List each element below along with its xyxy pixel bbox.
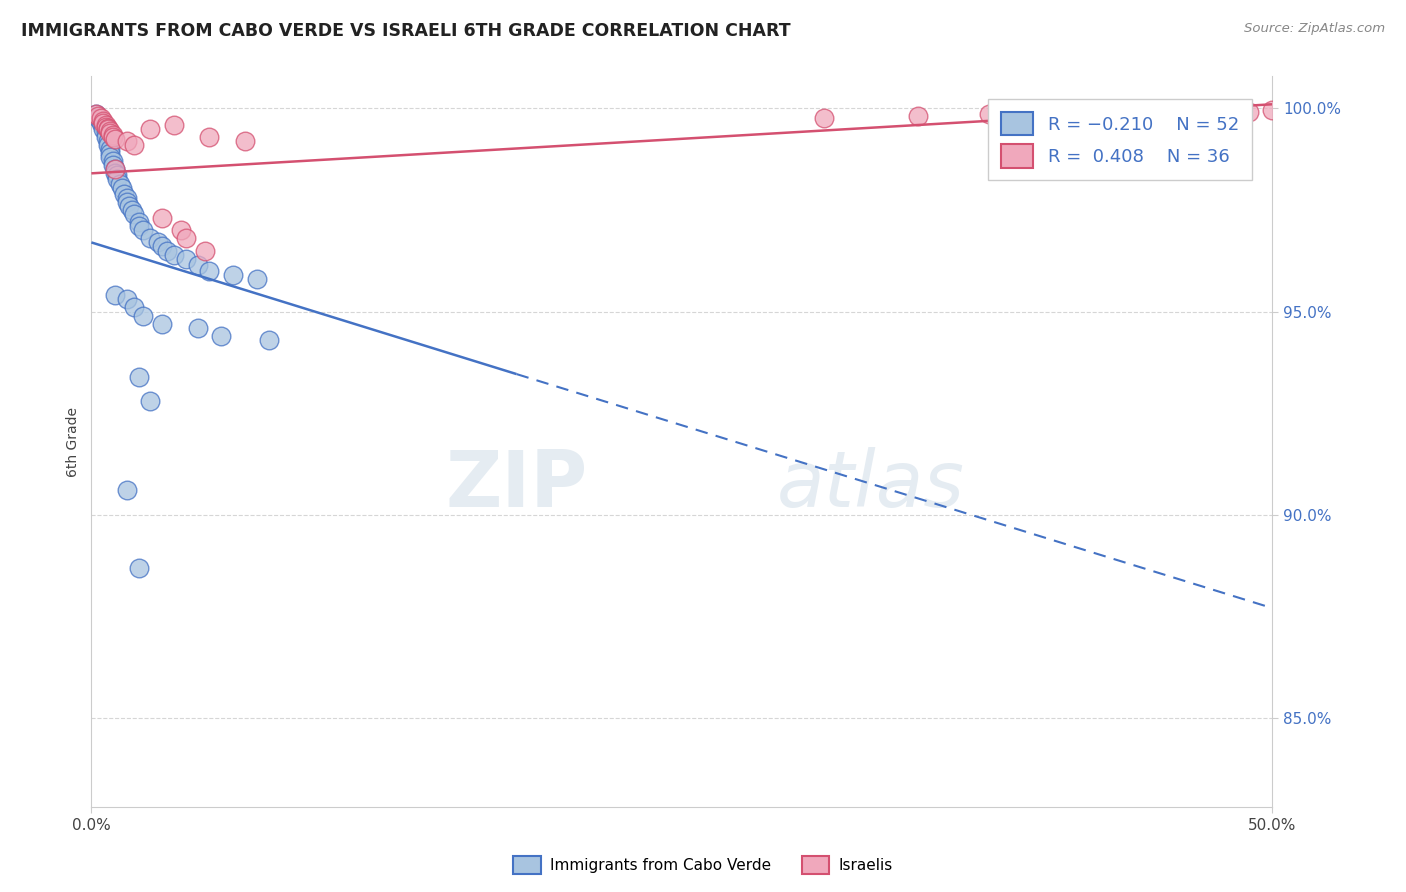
Point xyxy=(194,244,217,258)
Point xyxy=(115,483,138,498)
Point xyxy=(87,110,110,124)
Point xyxy=(1237,105,1260,120)
Point xyxy=(174,252,197,266)
Point xyxy=(91,115,114,129)
Point xyxy=(98,150,121,164)
Point xyxy=(132,309,155,323)
Point xyxy=(198,264,221,278)
Point xyxy=(94,126,117,140)
Point xyxy=(94,129,117,144)
Point xyxy=(104,162,127,177)
Point xyxy=(813,112,835,126)
Point xyxy=(115,134,138,148)
Text: IMMIGRANTS FROM CABO VERDE VS ISRAELI 6TH GRADE CORRELATION CHART: IMMIGRANTS FROM CABO VERDE VS ISRAELI 6T… xyxy=(21,22,790,40)
Point xyxy=(122,301,145,315)
Point xyxy=(90,115,112,129)
Point xyxy=(108,177,131,191)
Point xyxy=(156,244,179,258)
Legend: R = −0.210    N = 52, R =  0.408    N = 36: R = −0.210 N = 52, R = 0.408 N = 36 xyxy=(988,100,1251,180)
Point xyxy=(97,137,120,152)
Point xyxy=(101,158,124,172)
Point xyxy=(115,194,138,209)
Point xyxy=(91,121,114,136)
Point xyxy=(97,134,120,148)
Point xyxy=(94,118,117,132)
Point xyxy=(128,560,150,574)
Point xyxy=(132,223,155,237)
Point xyxy=(97,120,120,135)
Point xyxy=(122,207,145,221)
Point xyxy=(1213,104,1236,119)
Point xyxy=(104,288,127,302)
Point xyxy=(139,393,162,408)
Point xyxy=(97,122,120,136)
Point xyxy=(101,129,124,144)
Point xyxy=(121,202,143,217)
Point xyxy=(90,112,112,126)
Point xyxy=(98,126,121,140)
Point xyxy=(98,123,121,137)
Point xyxy=(233,134,256,148)
Point xyxy=(209,329,232,343)
Point xyxy=(87,112,110,126)
Point xyxy=(105,172,128,186)
Point xyxy=(91,113,114,128)
Y-axis label: 6th Grade: 6th Grade xyxy=(66,407,80,476)
Point xyxy=(1167,104,1189,119)
Point xyxy=(150,317,173,331)
Point xyxy=(84,107,107,121)
Point xyxy=(115,191,138,205)
Text: ZIP: ZIP xyxy=(446,448,588,524)
Point xyxy=(128,215,150,229)
Point xyxy=(128,219,150,234)
Point xyxy=(98,146,121,161)
Point xyxy=(101,128,124,142)
Point xyxy=(101,154,124,169)
Point xyxy=(257,333,280,347)
Point xyxy=(163,247,186,261)
Point xyxy=(139,231,162,245)
Point xyxy=(94,120,117,134)
Point xyxy=(104,162,127,177)
Point xyxy=(150,239,173,253)
Point xyxy=(187,258,209,272)
Point xyxy=(977,107,1000,121)
Point xyxy=(1191,106,1213,120)
Point xyxy=(163,118,186,132)
Point xyxy=(118,199,141,213)
Point xyxy=(115,293,138,307)
Point xyxy=(907,110,929,124)
Point xyxy=(222,268,245,282)
Point xyxy=(139,121,162,136)
Point xyxy=(111,180,134,194)
Point xyxy=(246,272,269,286)
Point xyxy=(146,235,169,250)
Point xyxy=(104,132,127,146)
Point xyxy=(128,369,150,384)
Point xyxy=(170,223,193,237)
Point xyxy=(98,142,121,156)
Point xyxy=(150,211,173,225)
Point xyxy=(91,118,114,132)
Point xyxy=(104,166,127,180)
Point xyxy=(84,107,107,121)
Point xyxy=(1108,105,1130,120)
Legend: Immigrants from Cabo Verde, Israelis: Immigrants from Cabo Verde, Israelis xyxy=(508,850,898,880)
Point xyxy=(174,231,197,245)
Point xyxy=(198,129,221,144)
Point xyxy=(1143,107,1166,121)
Text: atlas: atlas xyxy=(776,448,965,524)
Point xyxy=(1261,103,1284,118)
Point xyxy=(1073,103,1095,118)
Point xyxy=(187,320,209,334)
Point xyxy=(105,169,128,183)
Point xyxy=(122,137,145,152)
Text: Source: ZipAtlas.com: Source: ZipAtlas.com xyxy=(1244,22,1385,36)
Point xyxy=(114,186,136,201)
